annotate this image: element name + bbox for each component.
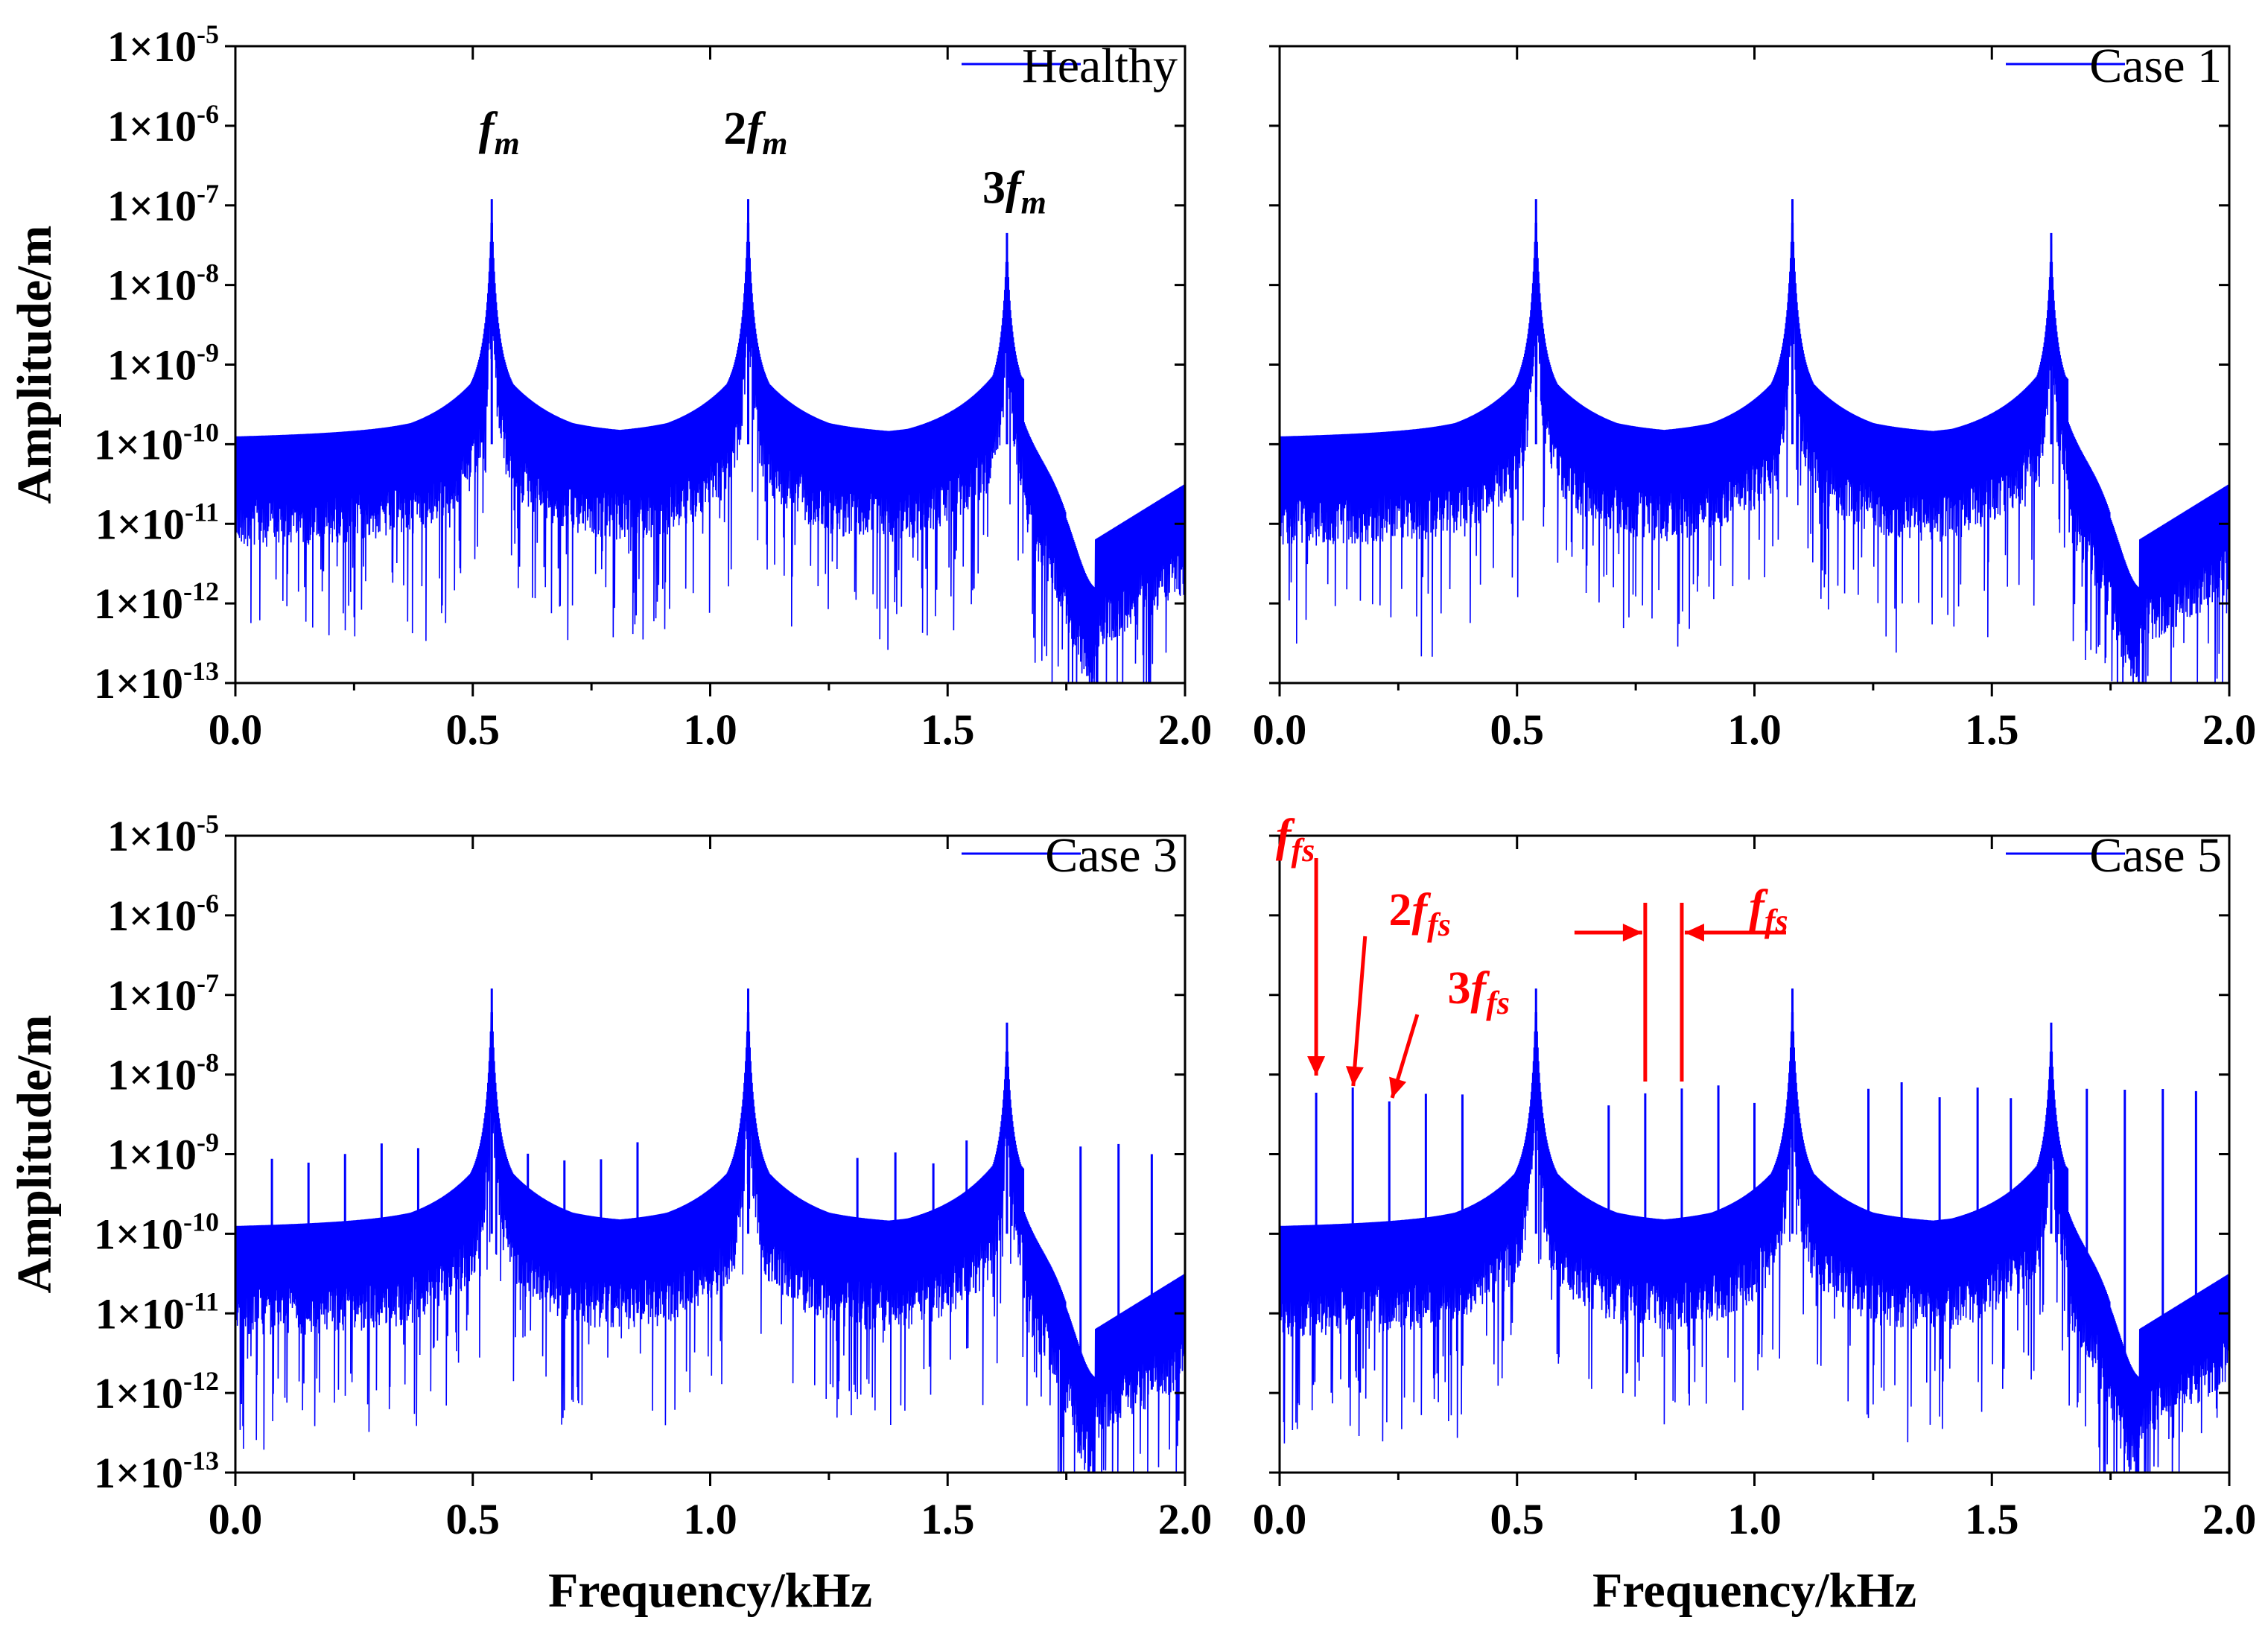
- x-tick-label: 1.0: [1727, 1495, 1782, 1543]
- y-tick-label: 1×10-5: [107, 19, 219, 71]
- x-tick-label: 0.0: [209, 1495, 263, 1543]
- peak-label: ffs: [1749, 881, 1788, 939]
- x-tick-label: 0.5: [446, 705, 501, 754]
- y-tick-label: 1×10-5: [107, 809, 219, 860]
- peak-label: 2fm: [724, 104, 788, 162]
- legend: Case 3: [962, 828, 1178, 883]
- peak-label: 3ffs: [1448, 963, 1510, 1021]
- peak-label: fm: [479, 104, 520, 162]
- annotation-arrowhead: [1307, 1056, 1326, 1076]
- y-axis-title: Amplitude/m: [7, 225, 62, 504]
- x-tick-label: 1.0: [683, 1495, 737, 1543]
- y-tick-label: 1×10-11: [95, 1286, 219, 1338]
- chart-panel-bottom-left: 0.0 0.5 1.0 1.5 2.0 1×10-13 1×10-12 1×10-11 1×10…: [7, 809, 1212, 1618]
- x-tick-label: 1.5: [921, 1495, 975, 1543]
- x-tick-label: 0.5: [1490, 1495, 1545, 1543]
- x-tick-label: 0.5: [1490, 705, 1545, 754]
- x-tick-label: 2.0: [1158, 705, 1213, 754]
- peak-label: 2ffs: [1388, 885, 1450, 943]
- y-tick-label: 1×10-9: [107, 1128, 219, 1179]
- legend-label: Healthy: [1022, 39, 1178, 93]
- series-line: [235, 988, 1185, 1473]
- series-line: [1280, 199, 2229, 683]
- x-tick-label: 1.5: [1965, 705, 2019, 754]
- plot-frame: [234, 834, 1187, 1474]
- x-tick-label: 0.0: [1253, 705, 1307, 754]
- y-tick-label: 1×10-13: [94, 656, 219, 708]
- y-axis-title: Amplitude/m: [7, 1014, 62, 1293]
- x-tick-label: 0.5: [446, 1495, 501, 1543]
- x-axis-title: Frequency/kHz: [548, 1563, 872, 1618]
- y-tick-label: 1×10-6: [107, 889, 219, 940]
- annotation-arrow: [1351, 936, 1368, 1087]
- x-tick-label: 2.0: [1158, 1495, 1213, 1543]
- x-tick-label: 0.0: [1253, 1495, 1307, 1543]
- x-tick-label: 1.5: [1965, 1495, 2019, 1543]
- y-tick-label: 1×10-10: [94, 1207, 219, 1258]
- y-tick-label: 1×10-10: [94, 417, 219, 469]
- legend-label: Case 3: [1045, 828, 1178, 883]
- x-tick-label: 2.0: [2202, 705, 2257, 754]
- legend: Case 1: [2006, 39, 2222, 93]
- peak-label: ffs: [1276, 810, 1315, 869]
- x-axis-title: Frequency/kHz: [1592, 1563, 1916, 1618]
- x-tick-label: 1.5: [921, 705, 975, 754]
- annotation-arrowhead: [1622, 924, 1642, 941]
- chart-panel-top-left: 0.0 0.5 1.0 1.5 2.0 1×10-13 1×10-12 1×10-11 1×10…: [7, 19, 1213, 754]
- legend: Case 5: [2006, 828, 2222, 883]
- legend: Healthy: [962, 39, 1178, 93]
- y-tick-label: 1×10-8: [107, 258, 219, 310]
- y-tick-label: 1×10-7: [107, 179, 219, 230]
- series-line: [235, 199, 1185, 683]
- x-tick-label: 1.0: [1727, 705, 1782, 754]
- y-tick-label: 1×10-9: [107, 338, 219, 390]
- chart-panel-bottom-right: 0.0 0.5 1.0 1.5 2.0 Frequency/kHz Case 5 ffs 2ff…: [1253, 810, 2257, 1618]
- x-tick-label: 0.0: [209, 705, 263, 754]
- y-tick-label: 1×10-6: [107, 99, 219, 150]
- peak-label: 3fm: [982, 162, 1046, 220]
- legend-label: Case 1: [2089, 39, 2222, 93]
- x-tick-label: 1.0: [683, 705, 737, 754]
- annotation-arrowhead: [1389, 1076, 1407, 1098]
- chart-panel-top-right: 0.0 0.5 1.0 1.5 2.0 Case 1: [1253, 39, 2257, 754]
- y-tick-label: 1×10-12: [94, 1366, 219, 1417]
- annotation-arrowhead: [1345, 1066, 1364, 1086]
- annotation-arrowhead: [1684, 924, 1704, 941]
- legend-label: Case 5: [2089, 828, 2222, 883]
- y-tick-label: 1×10-13: [94, 1446, 219, 1497]
- y-tick-label: 1×10-7: [107, 968, 219, 1020]
- x-tick-label: 2.0: [2202, 1495, 2257, 1543]
- y-tick-label: 1×10-8: [107, 1048, 219, 1099]
- y-tick-label: 1×10-11: [95, 497, 219, 548]
- y-tick-label: 1×10-12: [94, 577, 219, 628]
